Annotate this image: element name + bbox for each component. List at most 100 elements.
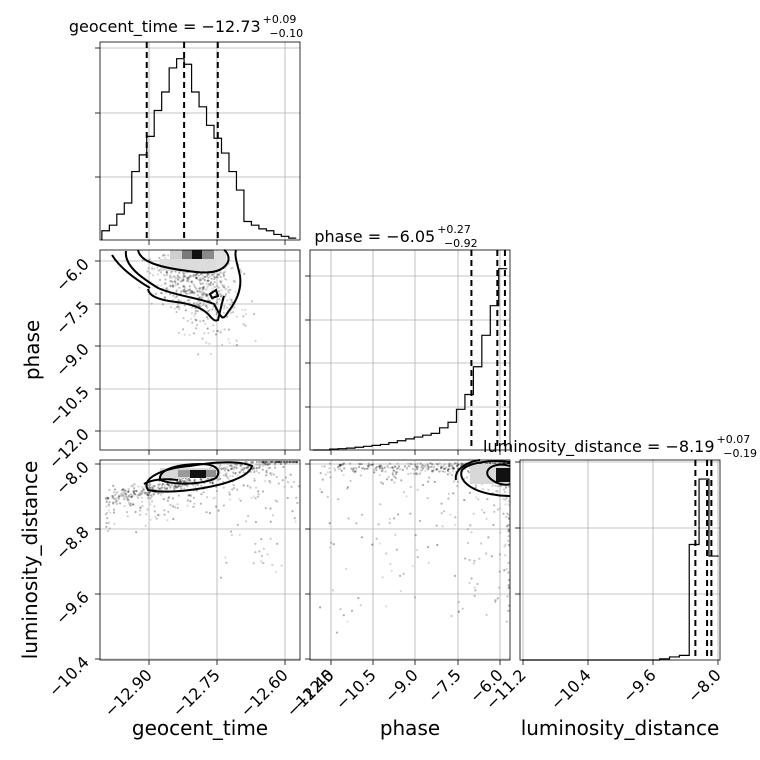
- sample-point: [134, 489, 137, 492]
- sample-point: [282, 460, 285, 464]
- sample-point: [253, 312, 256, 316]
- sample-point: [209, 352, 213, 355]
- sample-point: [202, 293, 205, 296]
- sample-point: [293, 460, 296, 464]
- sample-point: [183, 480, 186, 483]
- sample-point: [276, 460, 279, 464]
- sample-point: [291, 510, 294, 513]
- sample-point: [185, 484, 188, 487]
- sample-point: [441, 466, 444, 469]
- sample-point: [144, 491, 147, 494]
- sample-point: [182, 289, 185, 292]
- sample-point: [168, 496, 171, 499]
- sample-point: [221, 343, 224, 346]
- sample-point: [505, 496, 508, 500]
- sample-point: [378, 465, 381, 468]
- sample-point: [393, 481, 396, 484]
- sample-point: [131, 495, 134, 498]
- sample-point: [241, 468, 244, 471]
- sample-point: [232, 487, 236, 490]
- sample-point: [191, 291, 194, 294]
- sample-point: [179, 479, 182, 482]
- sample-point: [112, 508, 116, 511]
- sample-point: [261, 461, 265, 464]
- sample-point: [388, 521, 391, 525]
- sample-point: [192, 496, 195, 499]
- sample-point: [189, 291, 192, 294]
- sample-point: [212, 283, 215, 286]
- sample-point: [244, 460, 247, 464]
- sample-point: [159, 488, 162, 491]
- sample-point: [206, 327, 209, 330]
- sample-point: [161, 486, 164, 489]
- sample-point: [123, 505, 126, 508]
- sample-point: [323, 465, 326, 468]
- x-tick-label: −9.6: [619, 665, 660, 706]
- sample-point: [142, 488, 145, 491]
- sample-point: [141, 490, 144, 493]
- sample-point: [360, 463, 363, 466]
- sample-point: [112, 491, 116, 494]
- sample-point: [224, 277, 227, 281]
- sample-point: [234, 471, 237, 475]
- sample-point: [280, 564, 283, 567]
- sample-point: [268, 479, 271, 483]
- sample-point: [195, 301, 198, 304]
- sample-point: [215, 313, 218, 316]
- sample-point: [226, 466, 229, 469]
- sample-point: [142, 488, 146, 491]
- sample-point: [104, 497, 107, 500]
- sample-point: [191, 321, 194, 324]
- sample-point: [225, 561, 228, 564]
- sample-point: [207, 279, 210, 282]
- sample-point: [258, 550, 261, 553]
- sample-point: [293, 460, 296, 464]
- sample-point: [187, 478, 190, 481]
- sample-point: [202, 287, 205, 290]
- sample-point: [148, 491, 151, 495]
- sample-point: [507, 585, 510, 589]
- sample-point: [157, 269, 160, 272]
- sample-point: [454, 516, 457, 519]
- sample-point: [154, 515, 157, 518]
- sample-point: [207, 332, 210, 335]
- sample-point: [193, 302, 196, 305]
- sample-point: [478, 557, 481, 560]
- sample-point: [387, 475, 390, 478]
- sample-point: [494, 484, 497, 487]
- sample-point: [276, 460, 279, 464]
- sample-point: [105, 496, 108, 499]
- sample-point: [411, 565, 415, 568]
- sample-point: [253, 467, 256, 470]
- sample-point: [502, 497, 505, 500]
- sample-point: [439, 467, 443, 470]
- sample-point: [205, 288, 208, 291]
- sample-point: [172, 517, 175, 521]
- sample-point: [209, 481, 212, 484]
- sample-point: [169, 306, 173, 309]
- sample-point: [183, 285, 186, 288]
- sample-point: [230, 468, 233, 471]
- sample-point: [466, 541, 469, 545]
- sample-point: [208, 342, 211, 345]
- sample-point: [285, 460, 288, 464]
- sample-point: [148, 487, 151, 490]
- sample-point: [127, 501, 130, 504]
- contour-edge: [111, 254, 151, 289]
- sample-point: [175, 295, 178, 298]
- sample-point: [226, 306, 229, 309]
- sample-point: [387, 466, 390, 469]
- sample-point: [216, 301, 219, 304]
- sample-point: [147, 492, 150, 495]
- sample-point: [215, 489, 218, 493]
- sample-point: [202, 301, 205, 304]
- sample-point: [293, 460, 296, 464]
- sample-point: [212, 324, 215, 327]
- sample-point: [392, 466, 395, 469]
- sample-point: [350, 609, 354, 612]
- sample-point: [162, 273, 165, 276]
- sample-point: [211, 481, 214, 484]
- sample-point: [498, 586, 501, 589]
- sample-point: [328, 462, 331, 465]
- sample-point: [257, 471, 260, 474]
